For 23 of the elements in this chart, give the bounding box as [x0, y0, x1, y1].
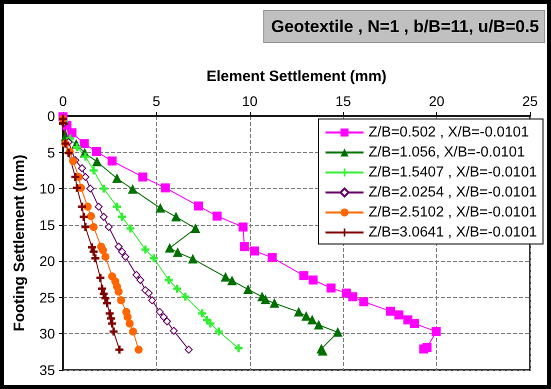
x-tick-label: 25	[522, 93, 538, 109]
chart-title: Geotextile , N=1 , b/B=11, u/B=0.5	[271, 17, 540, 36]
legend-label: Z/B=1.056, X/B=-0.0101	[368, 144, 525, 160]
x-tick-label: 10	[242, 93, 258, 109]
legend-label: Z/B=2.5102 , X/B=-0.0101	[368, 204, 538, 220]
y-axis-title: Footing Settlement (mm)	[11, 154, 28, 332]
legend-label: Z/B=1.5407 , X/B=-0.0101	[368, 164, 538, 180]
y-tick-label: 10	[39, 180, 56, 197]
y-tick-label: 15	[39, 216, 56, 233]
y-tick-label: 35	[39, 362, 56, 378]
y-tick-label: 20	[39, 253, 56, 270]
legend-label: Z/B=3.0641 , X/B=-0.0101	[368, 224, 538, 240]
y-tick-label: 25	[39, 289, 56, 306]
x-axis-title: Element Settlement (mm)	[206, 68, 387, 85]
x-tick-label: 20	[428, 93, 445, 109]
y-tick-label: 5	[47, 144, 56, 160]
x-tick-label: 15	[335, 93, 352, 109]
legend-label: Z/B=2.0254 , X/B=-0.0101	[368, 184, 538, 200]
y-tick-label: 0	[47, 108, 56, 124]
legend-label: Z/B=0.502 , X/B=-0.0101	[368, 124, 529, 140]
x-tick-label: 0	[59, 93, 68, 109]
y-tick-label: 30	[39, 326, 56, 342]
x-tick-label: 5	[152, 93, 160, 109]
